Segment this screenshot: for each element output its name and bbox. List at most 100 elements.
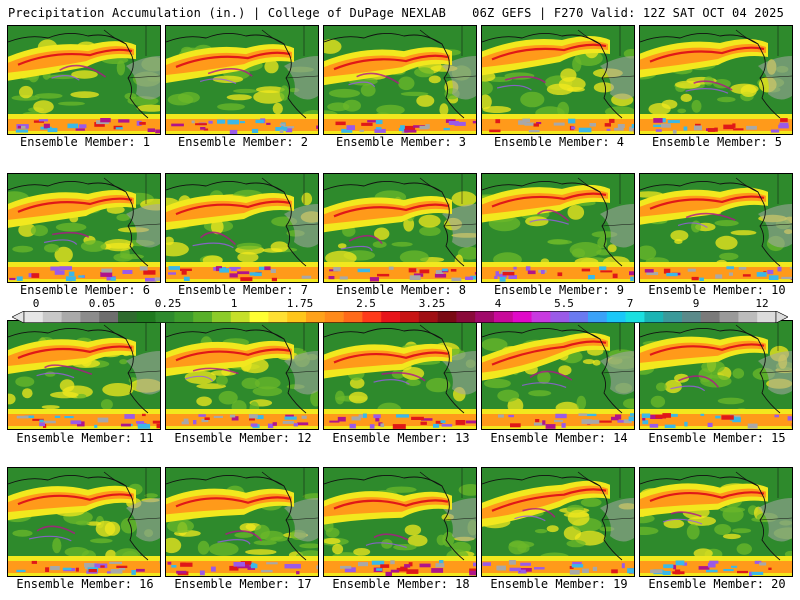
colorbar-graphic [11,310,789,324]
colorbar-max-arrow [775,310,789,324]
colorbar-swatch [287,311,307,323]
ensemble-member-label: Ensemble Member: 5 [651,135,783,149]
colorbar-swatch [550,311,570,323]
ensemble-member-map [639,320,793,430]
colorbar-swatch [249,311,269,323]
colorbar-swatch [494,311,514,323]
ensemble-member-map [481,173,635,283]
colorbar-tick-label: 0.05 [88,297,116,310]
colorbar-swatch [381,311,401,323]
ensemble-member-map [323,467,477,577]
ensemble-member-label: Ensemble Member: 2 [177,135,309,149]
colorbar-tick-label: 0 [32,297,40,310]
precip-map-graphic [324,321,476,429]
ensemble-member-label: Ensemble Member: 19 [490,577,628,591]
colorbar-swatch [118,311,138,323]
colorbar-tick-label: 3.25 [418,297,446,310]
map-title: Precipitation Accumulation (in.) | Colle… [8,6,447,20]
ensemble-member-label: Ensemble Member: 3 [335,135,467,149]
ensemble-member-label: Ensemble Member: 4 [493,135,625,149]
ensemble-member-label: Ensemble Member: 10 [648,283,786,297]
ensemble-member-map [323,173,477,283]
colorbar-swatch [663,311,683,323]
ensemble-member-label: Ensemble Member: 17 [174,577,312,591]
precip-map-graphic [640,26,792,134]
colorbar [11,308,789,324]
colorbar-tick-label: 1.75 [286,297,314,310]
colorbar-tick-label: 7 [626,297,634,310]
colorbar-swatch [682,311,702,323]
colorbar-swatch [24,311,44,323]
ensemble-member-map [323,25,477,135]
ensemble-member-map [639,173,793,283]
precip-map-graphic [8,26,160,134]
ensemble-member-map [7,320,161,430]
ensemble-member-label: Ensemble Member: 18 [332,577,470,591]
ensemble-member-map [481,320,635,430]
ensemble-member-label: Ensemble Member: 13 [332,431,470,445]
precip-map-graphic [324,26,476,134]
precip-map-graphic [324,468,476,576]
colorbar-swatch [343,311,363,323]
ensemble-member-map [323,320,477,430]
colorbar-swatch [174,311,194,323]
ensemble-member-label: Ensemble Member: 20 [648,577,786,591]
colorbar-swatch [644,311,664,323]
ensemble-member-label: Ensemble Member: 1 [19,135,151,149]
precip-map-graphic [640,321,792,429]
ensemble-member-map [165,25,319,135]
colorbar-swatch [456,311,476,323]
precip-map-graphic [482,174,634,282]
ensemble-member-label: Ensemble Member: 9 [493,283,625,297]
colorbar-swatch [719,311,739,323]
precip-map-graphic [482,468,634,576]
colorbar-swatch [362,311,382,323]
model-valid-time: 06Z GEFS | F270 Valid: 12Z SAT OCT 04 20… [472,6,784,20]
precip-map-graphic [8,468,160,576]
colorbar-swatch [531,311,551,323]
colorbar-swatch [61,311,81,323]
precip-map-graphic [482,321,634,429]
ensemble-member-map [639,25,793,135]
colorbar-swatch [418,311,438,323]
colorbar-swatch [757,311,777,323]
colorbar-tick-label: 12 [755,297,769,310]
ensemble-member-map [639,467,793,577]
ensemble-member-label: Ensemble Member: 7 [177,283,309,297]
colorbar-swatch [42,311,62,323]
colorbar-swatch [155,311,175,323]
colorbar-swatch [193,311,213,323]
colorbar-swatch [230,311,250,323]
ensemble-member-map [481,467,635,577]
colorbar-swatch [324,311,344,323]
colorbar-swatch [738,311,758,323]
precip-map-graphic [640,468,792,576]
ensemble-member-map [165,320,319,430]
colorbar-swatch [625,311,645,323]
colorbar-min-arrow [11,310,25,324]
precip-map-graphic [482,26,634,134]
ensemble-member-label: Ensemble Member: 6 [19,283,151,297]
ensemble-member-label: Ensemble Member: 14 [490,431,628,445]
precip-map-graphic [166,174,318,282]
ensemble-member-map [7,467,161,577]
colorbar-tick-label: 5.5 [554,297,574,310]
ensemble-member-label: Ensemble Member: 11 [16,431,154,445]
colorbar-tick-label: 1 [230,297,238,310]
ensemble-member-map [481,25,635,135]
colorbar-swatch [606,311,626,323]
precip-map-graphic [8,174,160,282]
precip-map-graphic [166,321,318,429]
ensemble-member-map [165,173,319,283]
colorbar-swatch [512,311,532,323]
colorbar-tick-label: 0.25 [154,297,182,310]
ensemble-member-label: Ensemble Member: 12 [174,431,312,445]
colorbar-swatch [268,311,288,323]
colorbar-swatch [569,311,589,323]
colorbar-swatch [700,311,720,323]
precip-map-graphic [166,26,318,134]
ensemble-member-map [7,25,161,135]
colorbar-tick-label: 9 [692,297,700,310]
precip-map-graphic [324,174,476,282]
colorbar-tick-label: 4 [494,297,502,310]
